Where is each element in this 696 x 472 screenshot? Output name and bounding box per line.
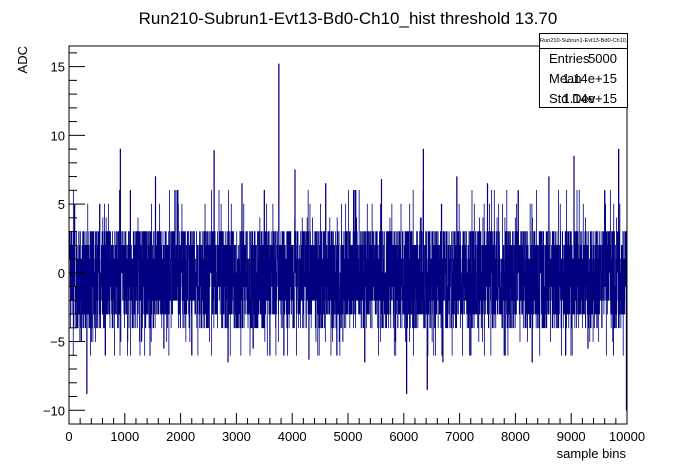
x-tick-label: 6000 bbox=[389, 429, 418, 444]
x-tick-label: 2000 bbox=[166, 429, 195, 444]
stats-label: Entries bbox=[549, 51, 590, 66]
series-layer bbox=[68, 63, 628, 411]
stats-row-entries: Entries 5000 bbox=[540, 49, 627, 69]
stats-box: Run210-Subrun1-Evt13-Bd0-Ch10_hist Entri… bbox=[539, 33, 628, 108]
y-axis-label: ADC bbox=[15, 46, 30, 73]
stats-row-stddev: Std Dev 1.14e+15 bbox=[540, 89, 627, 109]
x-tick-label: 7000 bbox=[445, 429, 474, 444]
chart-title: Run210-Subrun1-Evt13-Bd0-Ch10_hist thres… bbox=[139, 9, 558, 28]
adc-waveform bbox=[68, 63, 628, 411]
stats-title: Run210-Subrun1-Evt13-Bd0-Ch10_hist bbox=[540, 34, 627, 49]
stats-label: Std Dev bbox=[549, 91, 596, 106]
x-tick-label: 5000 bbox=[334, 429, 363, 444]
x-tick-label: 1000 bbox=[110, 429, 139, 444]
y-tick-label: 15 bbox=[51, 60, 65, 75]
x-tick-label: 4000 bbox=[278, 429, 307, 444]
axes-layer: 0 1000 2000 3000 4000 5000 6000 7000 8000 9000 100… bbox=[43, 52, 645, 444]
y-tick-label: −10 bbox=[43, 403, 65, 418]
stats-value: 5000 bbox=[588, 51, 617, 66]
x-tick-label: 3000 bbox=[222, 429, 251, 444]
y-tick-label: 10 bbox=[51, 128, 65, 143]
y-tick-label: 5 bbox=[58, 197, 65, 212]
x-tick-label: 0 bbox=[65, 429, 72, 444]
y-tick-label: −5 bbox=[50, 335, 65, 350]
stats-label: Mean bbox=[549, 71, 582, 86]
stats-value: 1.14e+15 bbox=[562, 71, 617, 86]
y-tick-label: 0 bbox=[58, 266, 65, 281]
stats-value: 1.14e+15 bbox=[562, 91, 617, 106]
x-tick-label: 8000 bbox=[501, 429, 530, 444]
stats-row-mean: Mean 1.14e+15 bbox=[540, 69, 627, 89]
x-tick-label: 9000 bbox=[557, 429, 586, 444]
x-tick-label: 10000 bbox=[609, 429, 645, 444]
x-axis-label: sample bins bbox=[557, 446, 627, 461]
